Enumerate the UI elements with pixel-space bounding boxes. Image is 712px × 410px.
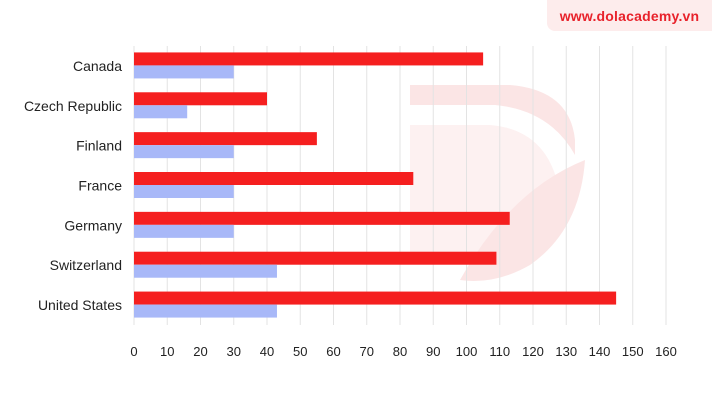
brand-badge[interactable]: www.dolacademy.vn	[547, 0, 712, 31]
bars	[134, 52, 617, 318]
category-label: Germany	[64, 217, 122, 233]
bar-series-1-united-states	[134, 291, 617, 305]
x-tick-label: 10	[160, 344, 174, 359]
category-labels: Canada Czech Republic Finland France Germany…	[24, 58, 122, 313]
x-tick-labels: 0 10 20 30 40 50 60 70 80 90 100 110 120 130 140 150 160	[130, 344, 676, 359]
bar-series-2-czech-republic	[134, 105, 188, 119]
bar-series-2-finland	[134, 145, 234, 159]
bar-series-2-france	[134, 185, 234, 198]
x-tick-label: 150	[622, 344, 644, 359]
x-tick-label: 80	[393, 344, 407, 359]
bar-series-2-united-states	[134, 304, 277, 318]
bar-series-2-canada	[134, 65, 234, 79]
bar-series-1-switzerland	[134, 251, 497, 265]
category-label: Finland	[76, 138, 122, 154]
bar-series-1-czech-republic	[134, 92, 267, 106]
bar-series-2-switzerland	[134, 264, 277, 278]
category-label: Canada	[73, 58, 122, 74]
category-label: Czech Republic	[24, 98, 122, 114]
x-tick-label: 140	[589, 344, 611, 359]
x-tick-label: 60	[326, 344, 340, 359]
x-tick-label: 90	[426, 344, 440, 359]
bar-series-1-canada	[134, 52, 484, 66]
x-tick-label: 30	[227, 344, 241, 359]
x-tick-label: 120	[522, 344, 544, 359]
x-tick-label: 40	[260, 344, 274, 359]
x-tick-label: 20	[193, 344, 207, 359]
category-label: United States	[38, 297, 122, 313]
category-label: Switzerland	[50, 257, 122, 273]
x-tick-label: 50	[293, 344, 307, 359]
bar-series-1-germany	[134, 211, 510, 225]
x-tick-label: 100	[456, 344, 478, 359]
bar-series-1-france	[134, 172, 414, 185]
x-tick-label: 70	[360, 344, 374, 359]
x-tick-label: 130	[555, 344, 577, 359]
category-label: France	[78, 178, 122, 194]
x-tick-label: 160	[655, 344, 677, 359]
bar-series-1-finland	[134, 132, 317, 146]
x-tick-label: 110	[489, 344, 510, 359]
bar-series-2-germany	[134, 224, 234, 238]
x-tick-label: 0	[130, 344, 137, 359]
brand-url[interactable]: www.dolacademy.vn	[559, 7, 700, 24]
